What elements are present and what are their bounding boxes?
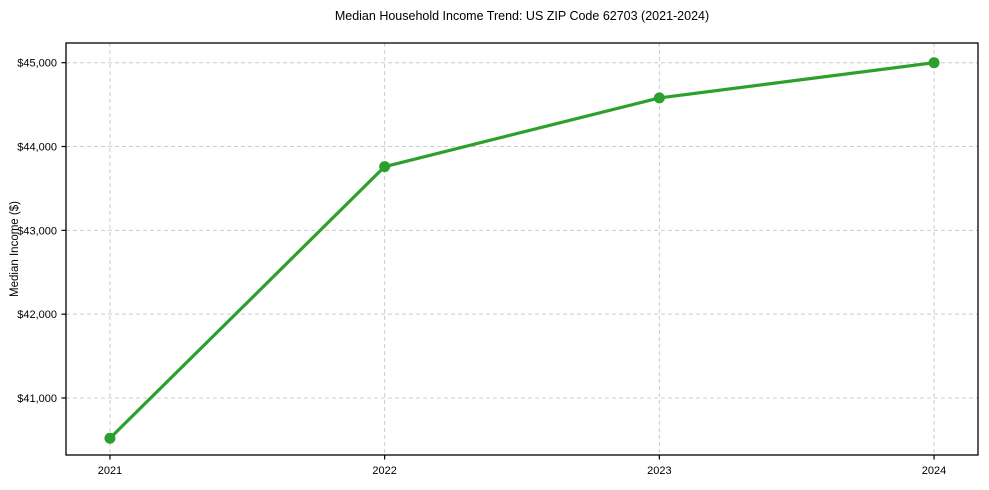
data-point-marker bbox=[928, 57, 940, 69]
x-tick-label: 2021 bbox=[98, 465, 122, 477]
y-tick-label: $44,000 bbox=[17, 142, 57, 154]
axis-tick-labels: $41,000 $42,000 $43,000 $44,000 $45,000 2021 2… bbox=[17, 58, 946, 477]
grid-lines bbox=[66, 43, 978, 455]
y-tick-label: $42,000 bbox=[17, 309, 57, 321]
data-point-marker bbox=[653, 92, 665, 104]
data-point-marker bbox=[104, 432, 116, 444]
income-trend-line bbox=[108, 61, 936, 440]
x-tick-label: 2024 bbox=[922, 465, 946, 477]
plot-frame bbox=[65, 42, 979, 456]
x-tick-label: 2022 bbox=[372, 465, 396, 477]
y-tick-label: $45,000 bbox=[17, 58, 57, 70]
data-point-markers bbox=[104, 57, 940, 444]
y-tick-label: $43,000 bbox=[17, 225, 57, 237]
chart-title: Median Household Income Trend: US ZIP Co… bbox=[334, 9, 710, 23]
axis-ticks bbox=[61, 62, 935, 460]
y-tick-label: $41,000 bbox=[17, 393, 57, 405]
x-tick-label: 2023 bbox=[647, 465, 671, 477]
data-point-marker bbox=[379, 161, 391, 173]
